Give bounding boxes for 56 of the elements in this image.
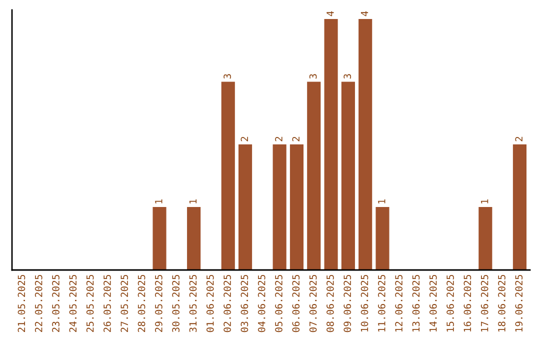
- x-tick-label: 19.06.2025: [515, 274, 523, 332]
- x-tick-label: 02.06.2025: [224, 274, 231, 332]
- x-tick-label: 08.06.2025: [326, 274, 334, 332]
- bar: [152, 207, 166, 270]
- bar: [187, 207, 201, 270]
- data-label: 3: [344, 74, 352, 79]
- x-tick-label: 07.06.2025: [309, 274, 317, 332]
- x-tick-label: 04.06.2025: [258, 274, 266, 332]
- x-tick-label: 22.05.2025: [34, 274, 42, 332]
- data-label: 2: [515, 136, 522, 142]
- x-tick-label: 26.05.2025: [104, 274, 111, 332]
- bar: [376, 207, 390, 270]
- x-tick-label: 09.06.2025: [344, 274, 352, 332]
- data-label: 2: [292, 136, 300, 142]
- data-label: 3: [309, 74, 317, 79]
- bar: [307, 82, 321, 270]
- bar: [272, 144, 286, 270]
- x-tick-label: 12.06.2025: [395, 274, 402, 332]
- x-tick-label: 23.05.2025: [52, 274, 60, 332]
- bar: [290, 144, 304, 270]
- x-tick-label: 05.06.2025: [275, 274, 282, 332]
- x-tick-label: 17.06.2025: [480, 274, 488, 332]
- bar: [221, 82, 235, 270]
- x-tick-label: 21.05.2025: [18, 274, 26, 332]
- x-tick-label: 16.06.2025: [464, 274, 472, 332]
- data-label: 4: [326, 11, 334, 16]
- x-tick-label: 27.05.2025: [120, 274, 128, 332]
- bar: [358, 19, 372, 270]
- x-tick-label: 06.06.2025: [292, 274, 300, 332]
- x-tick-label: 11.06.2025: [378, 274, 386, 332]
- x-tick-label: 28.05.2025: [138, 274, 146, 332]
- data-label: 4: [360, 11, 368, 16]
- x-tick-label: 13.06.2025: [412, 274, 420, 332]
- x-tick-label: 25.05.2025: [86, 274, 94, 332]
- data-label: 1: [378, 199, 386, 204]
- x-tick-label: 01.06.2025: [206, 274, 214, 332]
- x-tick-label: 15.06.2025: [446, 274, 454, 332]
- x-tick-label: 18.06.2025: [498, 274, 506, 332]
- x-tick-label: 14.06.2025: [429, 274, 437, 332]
- data-label: 3: [224, 74, 231, 79]
- bar: [324, 19, 338, 270]
- x-tick-label: 31.05.2025: [189, 274, 197, 332]
- data-label: 1: [481, 199, 488, 204]
- bar: [341, 82, 355, 270]
- x-tick-label: 24.05.2025: [69, 274, 77, 332]
- bar: [238, 144, 252, 270]
- data-label: 1: [189, 199, 197, 204]
- x-tick-label: 10.06.2025: [360, 274, 368, 332]
- bar: [478, 207, 492, 270]
- bar: [512, 144, 526, 270]
- data-label: 2: [275, 136, 282, 142]
- x-tick-label: 03.06.2025: [240, 274, 248, 332]
- x-tick-label: 30.05.2025: [172, 274, 180, 332]
- data-label: 2: [240, 136, 248, 142]
- x-tick-label: 29.05.2025: [155, 274, 162, 332]
- data-label: 1: [155, 199, 162, 204]
